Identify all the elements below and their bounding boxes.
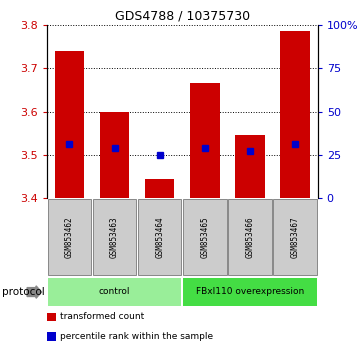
Text: percentile rank within the sample: percentile rank within the sample [60, 332, 213, 341]
Text: GSM853465: GSM853465 [200, 216, 209, 258]
Bar [274, 199, 317, 275]
Text: GSM853463: GSM853463 [110, 216, 119, 258]
Text: transformed count: transformed count [60, 312, 144, 321]
Bar [138, 199, 182, 275]
Text: FBxl110 overexpression: FBxl110 overexpression [196, 287, 304, 296]
Bar [235, 135, 265, 198]
Text: GSM853467: GSM853467 [291, 216, 300, 258]
Bar [48, 278, 182, 306]
Bar [190, 83, 219, 198]
Bar [183, 278, 317, 306]
Bar [100, 112, 129, 198]
Bar [280, 31, 310, 198]
Text: GSM853464: GSM853464 [155, 216, 164, 258]
Text: GSM853462: GSM853462 [65, 216, 74, 258]
Bar [183, 199, 227, 275]
Text: control: control [99, 287, 130, 296]
Bar [48, 199, 91, 275]
Text: protocol: protocol [2, 287, 44, 297]
Bar [93, 199, 136, 275]
Bar [55, 51, 84, 198]
Bar [145, 179, 174, 198]
Text: GSM853466: GSM853466 [245, 216, 255, 258]
Bar [229, 199, 272, 275]
Title: GDS4788 / 10375730: GDS4788 / 10375730 [115, 9, 250, 22]
